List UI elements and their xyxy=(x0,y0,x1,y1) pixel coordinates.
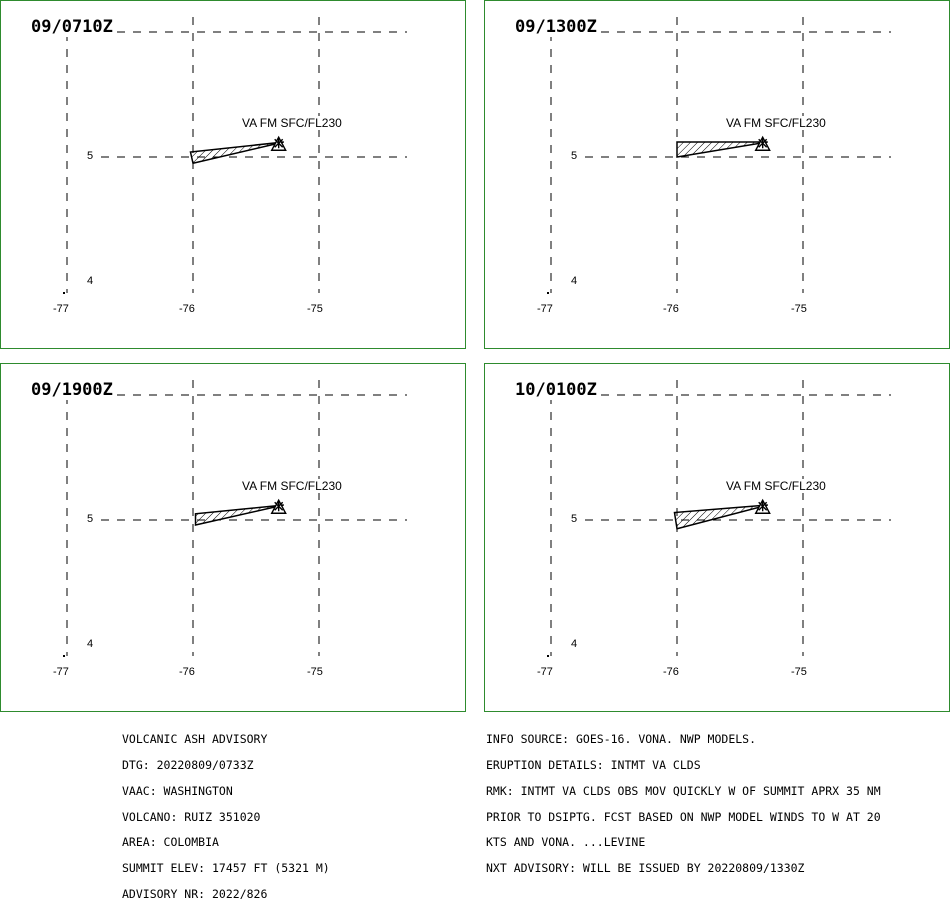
corner-mark xyxy=(63,655,65,657)
valid-time-label: 09/0710Z xyxy=(29,17,115,37)
corner-mark xyxy=(547,292,549,294)
advisory-line: VAAC: WASHINGTON xyxy=(122,787,330,796)
ash-cloud-polygon xyxy=(196,505,284,525)
lat-label-4: 4 xyxy=(571,638,577,650)
advisory-line: NXT ADVISORY: WILL BE ISSUED BY 20220809… xyxy=(486,864,881,873)
lon-label-minus75: -75 xyxy=(791,303,807,315)
ash-cloud-polygon xyxy=(190,142,283,163)
advisory-line: VOLCANIC ASH ADVISORY xyxy=(122,735,330,744)
lon-label-minus76: -76 xyxy=(663,303,679,315)
lat-label-5: 5 xyxy=(571,150,577,162)
map-panel-1: 09/0710Z VA FM SFC/FL230 5 4 -77 -76 -75 xyxy=(0,0,466,349)
ash-cloud-label: VA FM SFC/FL230 xyxy=(725,116,827,130)
lon-label-minus77: -77 xyxy=(537,666,553,678)
lon-label-minus76: -76 xyxy=(663,666,679,678)
corner-mark xyxy=(547,655,549,657)
map-panel-4: 10/0100Z VA FM SFC/FL230 5 4 -77 -76 -75 xyxy=(484,363,950,712)
lon-label-minus75: -75 xyxy=(791,666,807,678)
lon-label-minus75: -75 xyxy=(307,303,323,315)
valid-time-label: 09/1900Z xyxy=(29,380,115,400)
advisory-line: ERUPTION DETAILS: INTMT VA CLDS xyxy=(486,761,881,770)
valid-time-label: 10/0100Z xyxy=(513,380,599,400)
lat-label-4: 4 xyxy=(87,275,93,287)
advisory-line: DTG: 20220809/0733Z xyxy=(122,761,330,770)
lon-label-minus77: -77 xyxy=(53,666,69,678)
advisory-line: SUMMIT ELEV: 17457 FT (5321 M) xyxy=(122,864,330,873)
lon-label-minus76: -76 xyxy=(179,303,195,315)
lat-label-5: 5 xyxy=(87,513,93,525)
advisory-line: INFO SOURCE: GOES-16. VONA. NWP MODELS. xyxy=(486,735,881,744)
map-panel-3: 09/1900Z VA FM SFC/FL230 5 4 -77 -76 -75 xyxy=(0,363,466,712)
advisory-line: AREA: COLOMBIA xyxy=(122,838,330,847)
advisory-header-block: VOLCANIC ASH ADVISORY DTG: 20220809/0733… xyxy=(122,718,330,907)
lon-label-minus75: -75 xyxy=(307,666,323,678)
valid-time-label: 09/1300Z xyxy=(513,17,599,37)
ash-cloud-label: VA FM SFC/FL230 xyxy=(241,116,343,130)
advisory-details-block: INFO SOURCE: GOES-16. VONA. NWP MODELS. … xyxy=(486,718,881,881)
ash-cloud-label: VA FM SFC/FL230 xyxy=(241,479,343,493)
advisory-line: ADVISORY NR: 2022/826 xyxy=(122,890,330,899)
map-canvas xyxy=(1,364,466,712)
lat-label-5: 5 xyxy=(87,150,93,162)
lon-label-minus77: -77 xyxy=(537,303,553,315)
lon-label-minus77: -77 xyxy=(53,303,69,315)
map-panel-2: 09/1300Z VA FM SFC/FL230 5 4 -77 -76 -75 xyxy=(484,0,950,349)
advisory-line: VOLCANO: RUIZ 351020 xyxy=(122,813,330,822)
advisory-line: KTS AND VONA. ...LEVINE xyxy=(486,838,881,847)
map-canvas xyxy=(485,1,950,349)
advisory-line: PRIOR TO DSIPTG. FCST BASED ON NWP MODEL… xyxy=(486,813,881,822)
lat-label-4: 4 xyxy=(571,275,577,287)
corner-mark xyxy=(63,292,65,294)
lat-label-5: 5 xyxy=(571,513,577,525)
advisory-line: RMK: INTMT VA CLDS OBS MOV QUICKLY W OF … xyxy=(486,787,881,796)
ash-cloud-polygon xyxy=(677,142,768,157)
lon-label-minus76: -76 xyxy=(179,666,195,678)
ash-cloud-label: VA FM SFC/FL230 xyxy=(725,479,827,493)
map-canvas xyxy=(485,364,950,712)
lat-label-4: 4 xyxy=(87,638,93,650)
map-canvas xyxy=(1,1,466,349)
ash-cloud-polygon xyxy=(674,505,767,529)
